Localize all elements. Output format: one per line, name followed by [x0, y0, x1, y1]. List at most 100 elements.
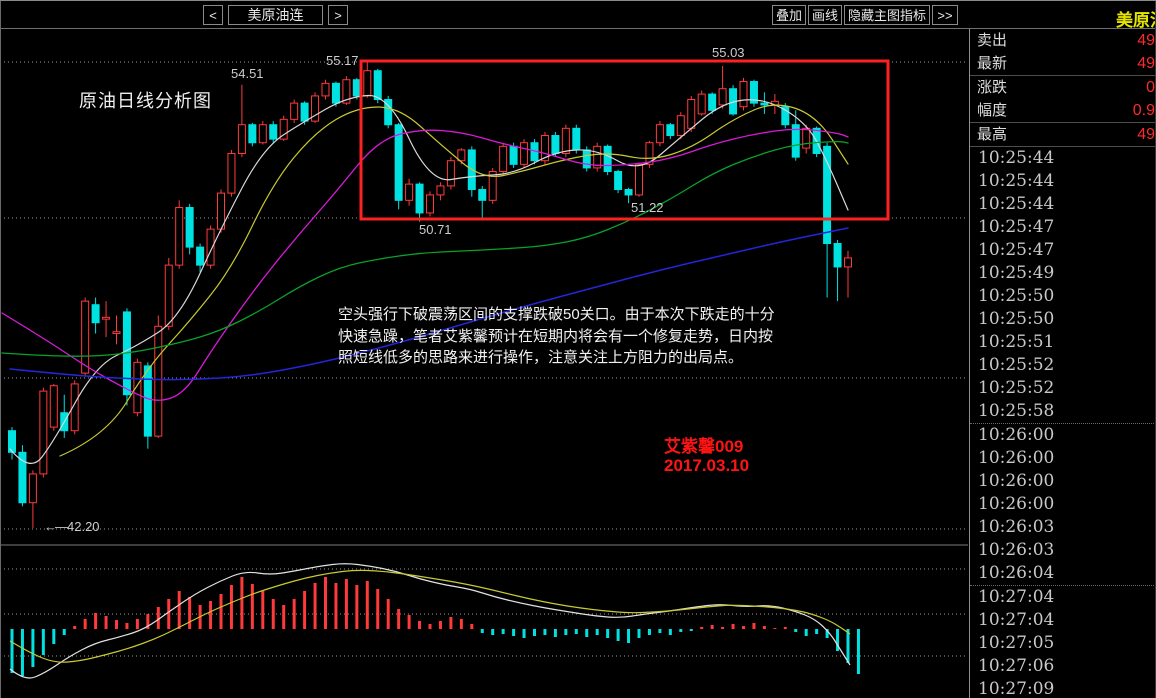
draw-line-button[interactable]: 画线 [808, 5, 842, 25]
next-symbol-button[interactable]: > [328, 5, 348, 25]
candle-body [509, 145, 518, 165]
candle-body [18, 451, 27, 504]
more-toolbar-button[interactable]: >> [932, 5, 958, 25]
candle-body [91, 304, 100, 324]
candle-body [739, 81, 748, 108]
tick-time-row: 10:26:03 [978, 517, 1055, 537]
quote-row: 最高 49 [970, 123, 1156, 147]
quote-row: 最新 49 [970, 52, 1156, 76]
candle-body [457, 149, 466, 162]
candle-body [258, 124, 267, 144]
tick-time-row: 10:25:49 [978, 263, 1055, 283]
candle-body [112, 331, 121, 335]
candle-body [164, 264, 173, 327]
candle-body [718, 88, 727, 106]
candle-body [39, 390, 48, 475]
candle-body [143, 365, 152, 437]
symbol-selector-button[interactable]: 美原油连 [228, 5, 323, 25]
macd-dea-line [9, 569, 851, 663]
candle-body [551, 135, 560, 155]
tick-time-row: 10:25:47 [978, 240, 1055, 260]
candle-body [781, 106, 790, 126]
tick-time-row: 10:25:52 [978, 355, 1055, 375]
tick-time-row: 10:27:05 [978, 633, 1055, 653]
hide-main-indicators-button[interactable]: 隐藏主图指标 [844, 5, 930, 25]
tick-time-row: 10:27:04 [978, 587, 1055, 607]
quote-row: 卖出 49 [970, 29, 1156, 52]
tick-time-row: 10:25:58 [978, 401, 1055, 421]
candle-body [102, 316, 111, 320]
candle-body [572, 127, 581, 151]
candle-body [154, 325, 163, 437]
candle-body [635, 163, 643, 196]
quote-panel: 卖出 49 最新 49 涨跌 0 幅度 0.9 最高 49 10:25:44 10:25:44 10:… [969, 29, 1156, 698]
candle-body [81, 300, 90, 374]
prev-symbol-button[interactable]: < [203, 5, 223, 25]
tick-time-list[interactable]: 10:25:44 10:25:44 10:25:44 10:25:47 10:25:47… [970, 147, 1156, 698]
tick-time-row: 10:25:44 [978, 148, 1055, 168]
candle-body [279, 118, 288, 140]
candle-body [8, 430, 16, 453]
candle-body [175, 207, 184, 266]
quote-label: 最新 [977, 55, 1008, 72]
tick-time-row: 10:25:50 [978, 286, 1055, 306]
candle-body [321, 82, 330, 97]
macd-dif-line [9, 563, 851, 679]
quote-value: 49 [1137, 126, 1155, 143]
candle-body [426, 194, 434, 214]
tick-time-row: 10:27:04 [978, 610, 1055, 630]
candle-body [655, 124, 664, 144]
quote-value: 49 [1137, 55, 1155, 72]
candle-body [436, 185, 445, 196]
tick-time-row: 10:27:09 [978, 679, 1055, 698]
tick-time-row: 10:26:00 [978, 425, 1055, 445]
tick-time-row: 10:26:00 [978, 494, 1055, 514]
candle-body [227, 153, 236, 194]
candle-body [708, 93, 717, 111]
candle-body [206, 228, 215, 266]
candle-body [499, 145, 508, 173]
candle-body [687, 99, 696, 129]
tick-time-row: 10:25:52 [978, 378, 1055, 398]
tick-time-row: 10:25:47 [978, 217, 1055, 237]
candle-body [300, 102, 309, 122]
toolbar: < 美原油连 > 叠加 画线 隐藏主图指标 >> 美原油 [0, 1, 1156, 30]
symbol-name-label: 美原油 [1116, 11, 1156, 30]
candle-body [311, 95, 320, 122]
candle-body [624, 189, 633, 196]
tick-time-row: 10:25:44 [978, 171, 1055, 191]
tick-time-row: 10:25:50 [978, 309, 1055, 329]
ma-long-green [1, 140, 849, 357]
candle-body [749, 81, 758, 104]
candle-body [28, 473, 37, 504]
candle-body [478, 189, 487, 201]
quote-label: 最高 [977, 126, 1008, 143]
candle-body [833, 243, 842, 268]
candle-body [248, 124, 257, 144]
chart-canvas[interactable] [0, 1, 968, 698]
candle-body [676, 115, 685, 137]
candle-body [269, 124, 278, 140]
candle-body [352, 79, 361, 97]
candle-body [415, 183, 424, 214]
candle-body [331, 82, 340, 104]
candle-body [196, 246, 205, 266]
tick-time-row: 10:25:44 [978, 194, 1055, 214]
candle-body [394, 124, 403, 201]
candle-body [802, 127, 811, 149]
candle-body [133, 361, 142, 414]
quote-label: 卖出 [977, 32, 1008, 49]
candle-body [666, 124, 675, 137]
candle-body [384, 99, 393, 126]
candle-body [49, 385, 58, 428]
tick-time-row: 10:26:04 [978, 563, 1055, 583]
candle-body [561, 127, 570, 155]
ma-fast-white [9, 94, 849, 464]
overlay-button[interactable]: 叠加 [772, 5, 806, 25]
candle-body [614, 171, 623, 191]
candle-body [237, 124, 246, 155]
tick-time-row: 10:27:06 [978, 656, 1055, 676]
candle-body [342, 79, 351, 104]
candle-body [791, 124, 800, 158]
